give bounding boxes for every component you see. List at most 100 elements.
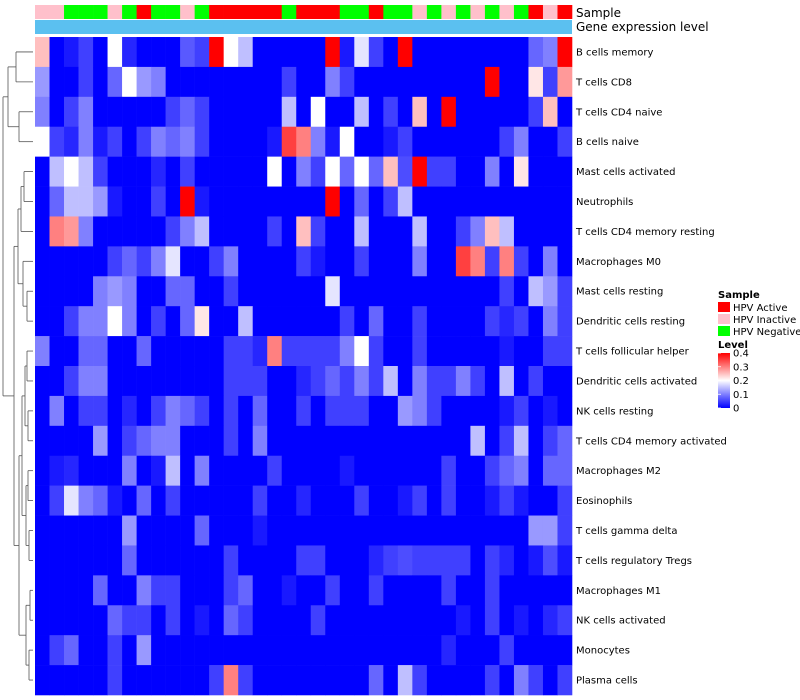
heatmap-cell xyxy=(484,635,500,666)
heatmap-cell xyxy=(64,66,79,98)
heatmap-cell xyxy=(122,126,137,157)
heatmap-cell xyxy=(252,455,268,486)
sample-annotation-cell xyxy=(412,5,428,19)
heatmap-cell xyxy=(412,425,428,457)
heatmap-cell xyxy=(368,96,384,128)
heatmap-cell xyxy=(107,425,123,457)
heatmap-cell xyxy=(484,605,500,636)
heatmap-cell xyxy=(368,665,384,696)
row-label: T cells CD4 naive xyxy=(575,107,662,118)
heatmap-cell xyxy=(64,425,79,457)
sample-annotation-cell xyxy=(35,5,50,19)
heatmap-cell xyxy=(107,485,123,516)
heatmap-cell xyxy=(93,186,108,217)
heatmap-cell xyxy=(513,246,529,277)
heatmap-cell xyxy=(528,665,544,696)
heatmap-cell xyxy=(296,605,312,636)
heatmap-cell xyxy=(368,485,384,516)
heatmap-cell xyxy=(383,545,399,576)
heatmap-cell xyxy=(49,665,65,696)
heatmap-cell xyxy=(180,425,195,457)
legend-level-title: Level xyxy=(718,340,748,351)
heatmap-cell xyxy=(542,246,558,277)
heatmap-cell xyxy=(122,395,137,427)
heatmap-cell xyxy=(151,37,166,68)
heatmap-cell xyxy=(180,336,195,367)
heatmap-cell xyxy=(209,605,224,636)
heatmap-cell xyxy=(310,306,326,337)
heatmap-cell xyxy=(64,186,79,217)
heatmap-cell xyxy=(107,126,123,157)
heatmap-cell xyxy=(107,665,123,696)
sample-annotation-cell xyxy=(310,5,326,19)
heatmap-cell xyxy=(194,37,210,68)
heatmap-cell xyxy=(136,665,152,696)
heatmap-cell xyxy=(470,455,486,486)
heatmap-cell xyxy=(528,605,544,636)
heatmap-cell xyxy=(528,216,544,247)
heatmap-cell xyxy=(64,665,79,696)
heatmap-cell xyxy=(513,156,529,187)
heatmap-cell xyxy=(455,306,471,337)
heatmap-cell xyxy=(484,216,500,247)
heatmap-cell xyxy=(165,156,181,187)
heatmap-cell xyxy=(484,336,500,367)
heatmap-cell xyxy=(122,246,137,277)
row-label: Monocytes xyxy=(576,646,630,657)
heatmap-cell xyxy=(151,395,166,427)
heatmap-cell xyxy=(238,545,254,576)
heatmap-cell xyxy=(354,156,370,187)
heatmap-cell xyxy=(165,276,181,307)
heatmap-cell xyxy=(310,395,326,427)
heatmap-cell xyxy=(441,96,457,128)
heatmap-cell xyxy=(383,66,399,98)
heatmap-cell xyxy=(35,515,50,546)
heatmap-cell xyxy=(209,366,224,397)
heatmap-cell xyxy=(296,306,312,337)
sample-annotation-cell xyxy=(426,5,442,19)
heatmap-cell xyxy=(180,455,195,486)
heatmap-cell xyxy=(484,37,500,68)
sample-annotation-cell xyxy=(209,5,224,19)
heatmap-cell xyxy=(557,156,573,187)
heatmap-cell xyxy=(136,425,152,457)
heatmap-cell xyxy=(252,156,268,187)
heatmap-cell xyxy=(325,246,341,277)
heatmap-cell xyxy=(252,37,268,68)
heatmap-cell xyxy=(368,186,384,217)
heatmap-cell xyxy=(296,246,312,277)
heatmap-cell xyxy=(64,276,79,307)
sample-annotation-cell xyxy=(151,5,166,19)
heatmap-cell xyxy=(412,515,428,546)
heatmap-cell xyxy=(499,216,515,247)
heatmap-cell xyxy=(412,306,428,337)
heatmap-cell xyxy=(383,246,399,277)
heatmap-cell xyxy=(513,276,529,307)
heatmap-cell xyxy=(412,156,428,187)
heatmap-cell xyxy=(165,485,181,516)
heatmap-cell xyxy=(165,37,181,68)
heatmap-cell xyxy=(93,216,108,247)
heatmap-cell xyxy=(354,126,370,157)
heatmap-cell xyxy=(339,425,355,457)
heatmap-cell xyxy=(383,515,399,546)
heatmap-cell xyxy=(397,575,413,606)
heatmap-cell xyxy=(397,395,413,427)
heatmap-cell xyxy=(151,605,166,636)
heatmap-cell xyxy=(499,425,515,457)
sample-annotation-cell xyxy=(397,5,413,19)
heatmap-cell xyxy=(325,545,341,576)
heatmap-cell xyxy=(107,186,123,217)
heatmap-cell xyxy=(484,545,500,576)
heatmap-cell xyxy=(325,395,341,427)
heatmap-cell xyxy=(238,276,254,307)
heatmap-cell xyxy=(252,635,268,666)
heatmap-cell xyxy=(64,37,79,68)
heatmap-cell xyxy=(107,66,123,98)
heatmap-cell xyxy=(122,96,137,128)
heatmap-cell xyxy=(455,395,471,427)
heatmap-cell xyxy=(223,575,239,606)
heatmap-cell xyxy=(557,575,573,606)
sample-annotation-cell xyxy=(513,5,529,19)
